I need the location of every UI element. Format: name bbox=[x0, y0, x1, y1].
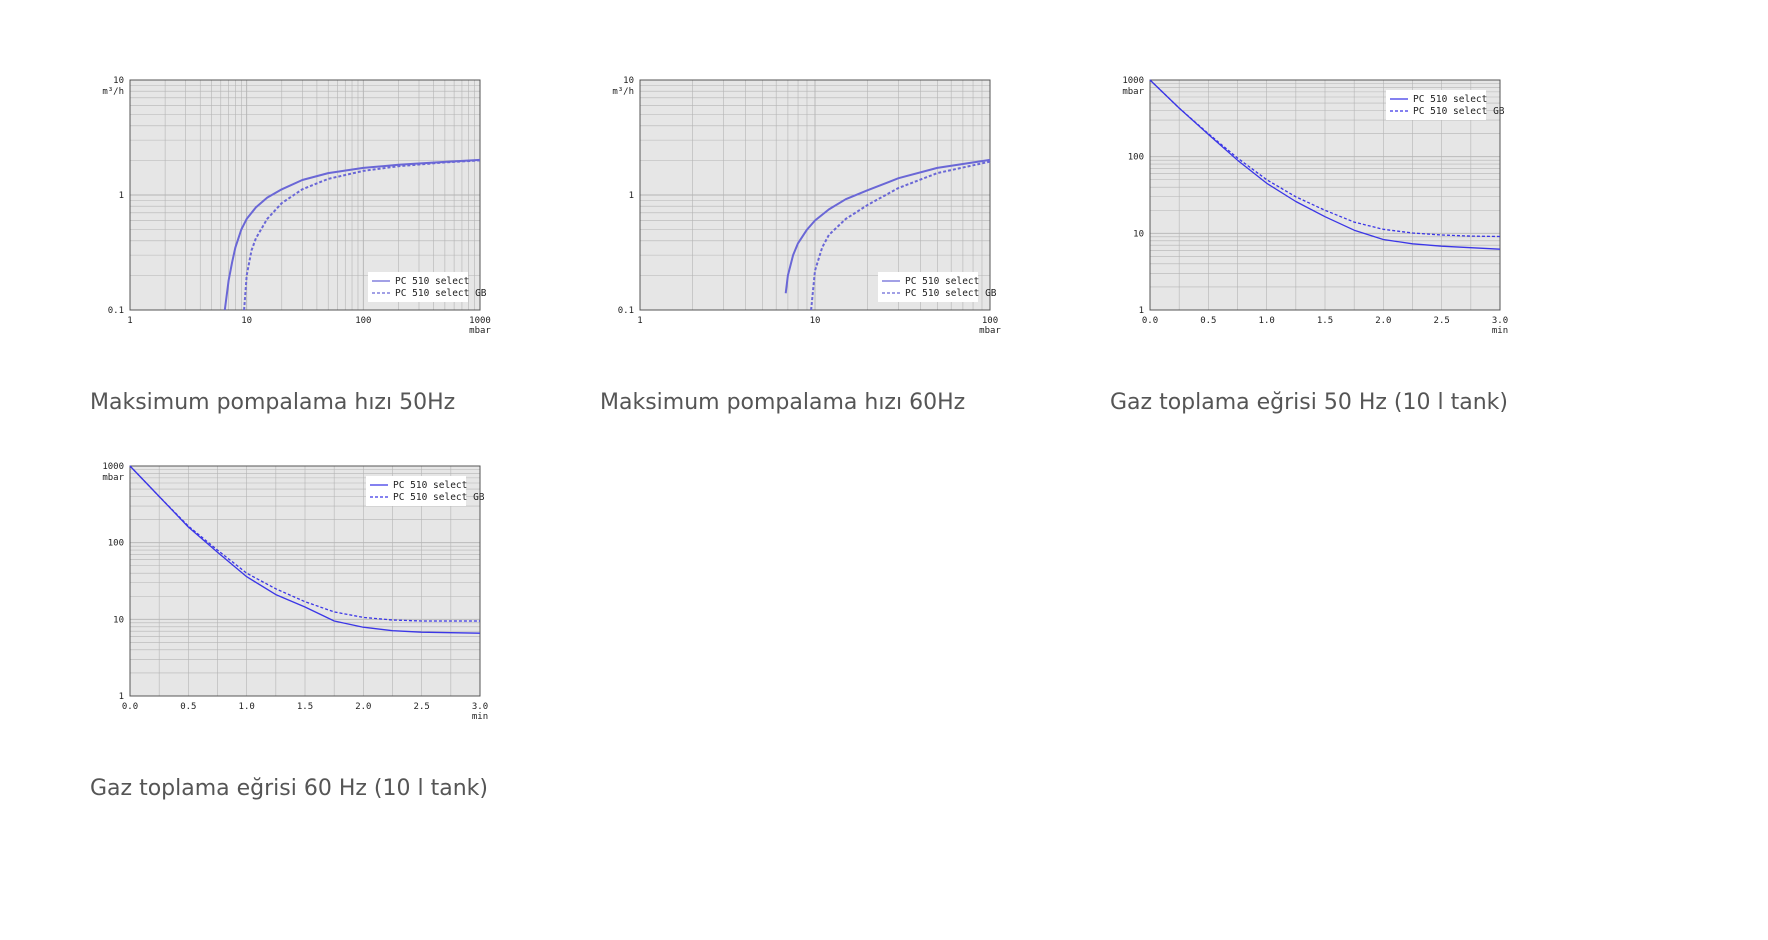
x-tick-label: 3.0 bbox=[472, 702, 488, 712]
legend-entry: PC 510 select GB bbox=[1413, 106, 1505, 117]
legend-box bbox=[1386, 90, 1486, 120]
x-tick-label: 100 bbox=[355, 316, 371, 326]
caption-speed-50hz: Maksimum pompalama hızı 50Hz bbox=[90, 390, 456, 415]
x-axis-label: mbar bbox=[469, 326, 491, 336]
plot-frame bbox=[639, 79, 991, 311]
x-axis-label: min bbox=[472, 712, 488, 722]
plot-frame bbox=[129, 79, 481, 311]
caption-pumpdown-60hz: Gaz toplama eğrisi 60 Hz (10 l tank) bbox=[90, 776, 488, 801]
y-tick-label: 0.1 bbox=[108, 306, 124, 316]
chart-card-pumpdown-60hz: 0.0 0.5 1.0 1.5 2.0 2.5 3.0 min 1 10 100 1000 mbar PC… bbox=[90, 456, 610, 816]
x-tick-label: 1000 bbox=[469, 316, 491, 326]
x-tick-label: 0.0 bbox=[122, 702, 138, 712]
y-tick-label: 1 bbox=[629, 191, 634, 201]
y-tick-label: 1 bbox=[119, 191, 124, 201]
y-axis-label: m³/h bbox=[102, 87, 124, 97]
legend-box bbox=[368, 272, 468, 302]
series-line-pc510 bbox=[129, 465, 481, 634]
x-tick-label: 1 bbox=[637, 316, 642, 326]
y-axis-label: mbar bbox=[102, 473, 124, 483]
x-tick-label: 100 bbox=[982, 316, 998, 326]
x-tick-label: 10 bbox=[810, 316, 821, 326]
legend-entry: PC 510 select GB bbox=[393, 492, 485, 503]
grid bbox=[130, 80, 480, 310]
y-tick-label: 1 bbox=[1139, 306, 1144, 316]
y-tick-label: 1 bbox=[119, 692, 124, 702]
y-tick-label: 1000 bbox=[1122, 76, 1144, 86]
x-tick-label: 1.0 bbox=[239, 702, 255, 712]
x-tick-label: 2.0 bbox=[1375, 316, 1391, 326]
y-tick-label: 10 bbox=[623, 76, 634, 86]
x-tick-label: 1.5 bbox=[297, 702, 313, 712]
legend-entry: PC 510 select bbox=[393, 480, 467, 491]
grid bbox=[1150, 80, 1500, 310]
x-tick-label: 1.0 bbox=[1259, 316, 1275, 326]
caption-pumpdown-50hz: Gaz toplama eğrisi 50 Hz (10 l tank) bbox=[1110, 390, 1508, 415]
x-tick-label: 2.5 bbox=[414, 702, 430, 712]
chart-card-speed-60hz: 1 10 100 mbar 0.1 1 10 m³/h PC 510 select PC 510 … bbox=[600, 70, 1120, 430]
x-tick-label: 2.0 bbox=[355, 702, 371, 712]
legend-box bbox=[878, 272, 978, 302]
legend-entry: PC 510 select GB bbox=[905, 288, 997, 299]
y-tick-label: 10 bbox=[113, 76, 124, 86]
grid bbox=[640, 80, 990, 310]
plot-frame bbox=[129, 465, 481, 697]
chart-card-speed-50hz: 1 10 100 1000 mbar 0.1 1 10 m³/h PC 510 select PC … bbox=[90, 70, 610, 430]
legend-entry: PC 510 select bbox=[905, 276, 979, 287]
series-line-pc510-gb bbox=[243, 159, 481, 311]
y-tick-label: 0.1 bbox=[618, 306, 634, 316]
series-line-pc510-gb bbox=[810, 160, 991, 311]
y-tick-label: 100 bbox=[108, 539, 124, 549]
x-tick-label: 10 bbox=[241, 316, 252, 326]
series-line-pc510 bbox=[1149, 79, 1501, 250]
x-tick-label: 2.5 bbox=[1434, 316, 1450, 326]
plot-frame bbox=[1149, 79, 1501, 311]
x-axis-label: min bbox=[1492, 326, 1508, 336]
x-tick-label: 0.0 bbox=[1142, 316, 1158, 326]
x-tick-label: 0.5 bbox=[180, 702, 196, 712]
x-tick-label: 1 bbox=[127, 316, 132, 326]
x-tick-label: 1.5 bbox=[1317, 316, 1333, 326]
chart-card-pumpdown-50hz: 0.0 0.5 1.0 1.5 2.0 2.5 3.0 min 1 10 100 1000 mbar PC… bbox=[1110, 70, 1630, 430]
y-axis-label: m³/h bbox=[612, 87, 634, 97]
y-tick-label: 10 bbox=[113, 615, 124, 625]
y-tick-label: 1000 bbox=[102, 462, 124, 472]
x-tick-label: 3.0 bbox=[1492, 316, 1508, 326]
y-tick-label: 100 bbox=[1128, 153, 1144, 163]
x-tick-label: 0.5 bbox=[1200, 316, 1216, 326]
y-axis-label: mbar bbox=[1122, 87, 1144, 97]
legend-box bbox=[366, 476, 466, 506]
y-tick-label: 10 bbox=[1133, 229, 1144, 239]
legend-entry: PC 510 select GB bbox=[395, 288, 487, 299]
series-line-pc510 bbox=[223, 158, 481, 311]
series-line-pc510-gb bbox=[129, 465, 480, 622]
legend-entry: PC 510 select bbox=[395, 276, 469, 287]
x-axis-label: mbar bbox=[979, 326, 1001, 336]
legend-entry: PC 510 select bbox=[1413, 94, 1487, 105]
caption-speed-60hz: Maksimum pompalama hızı 60Hz bbox=[600, 390, 966, 415]
series-line-pc510 bbox=[784, 158, 991, 294]
